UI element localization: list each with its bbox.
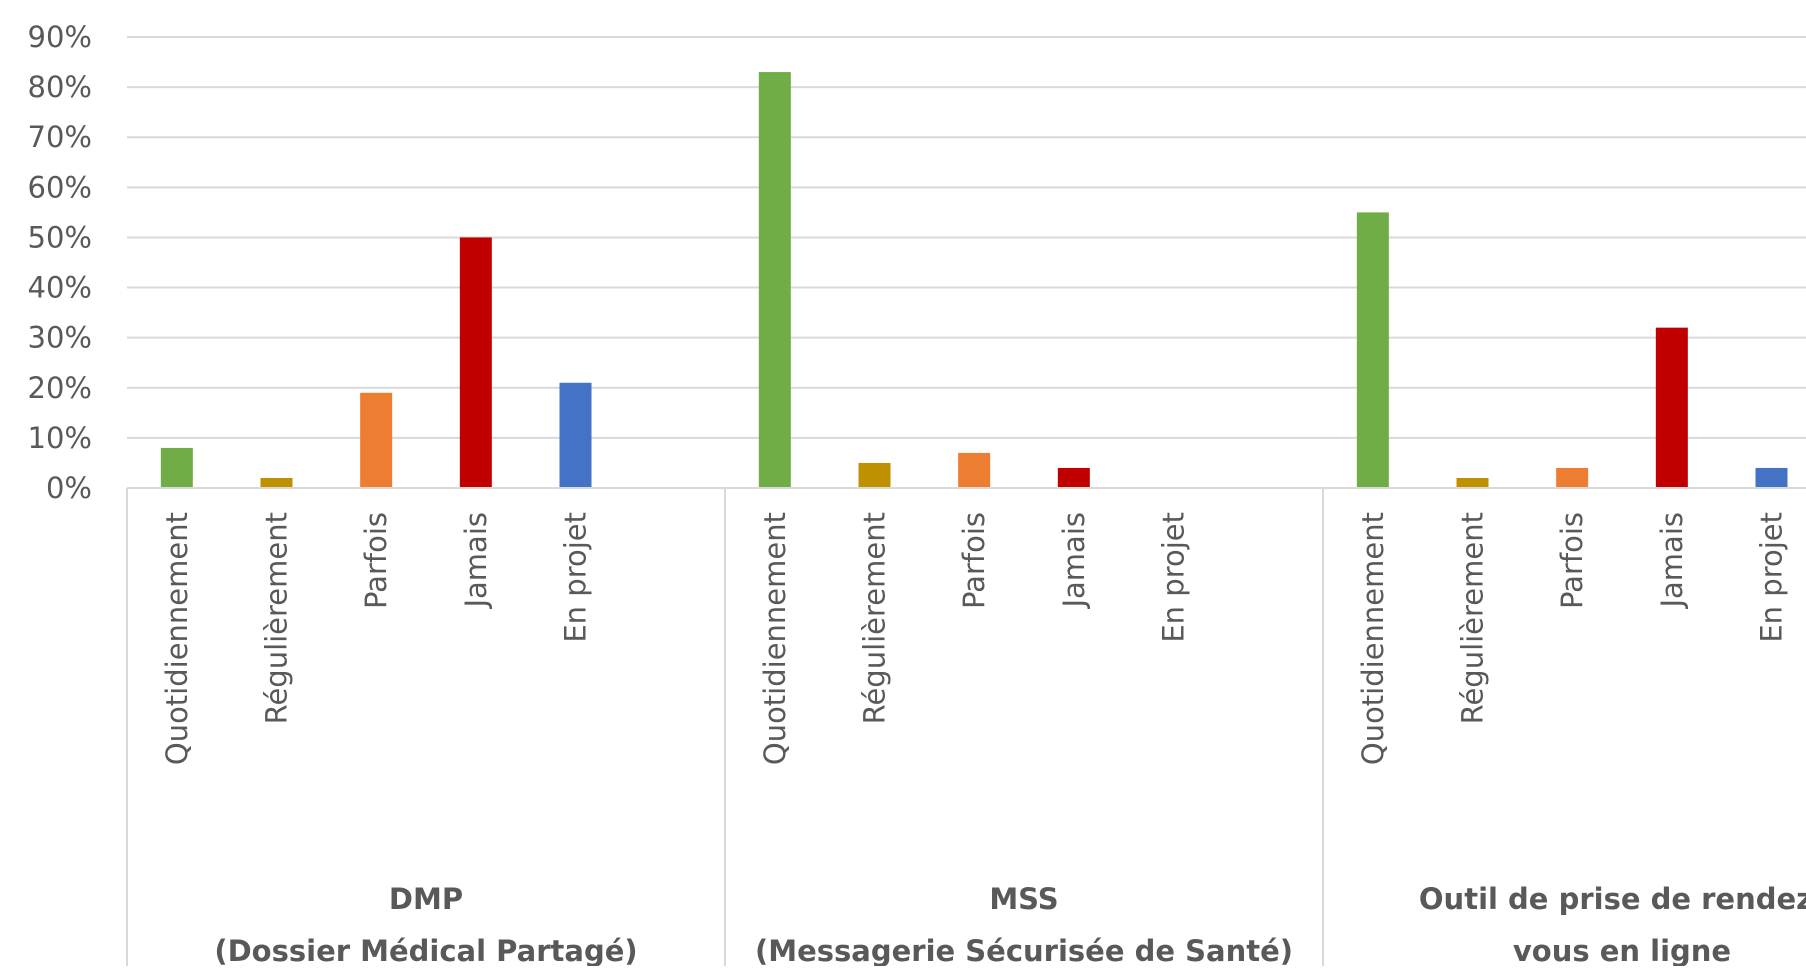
bar bbox=[459, 237, 492, 488]
x-tick-label: Régulièrement bbox=[260, 512, 294, 724]
x-tick-label: Jamais bbox=[1655, 512, 1689, 610]
bar bbox=[1456, 477, 1489, 488]
group-label: (Dossier Médical Partagé) bbox=[214, 934, 637, 966]
bar bbox=[958, 452, 991, 488]
bar bbox=[1755, 467, 1788, 488]
y-tick-label: 70% bbox=[28, 120, 92, 154]
y-tick-label: 0% bbox=[46, 471, 92, 505]
x-tick-label: En projet bbox=[1755, 512, 1789, 643]
x-tick-label: Parfois bbox=[1555, 512, 1589, 609]
x-tick-label: En projet bbox=[1157, 512, 1191, 643]
group-label: MSS bbox=[989, 882, 1058, 916]
y-tick-label: 40% bbox=[28, 271, 92, 305]
group-label: DMP bbox=[389, 882, 463, 916]
y-tick-label: 10% bbox=[28, 421, 92, 455]
x-tick-label: Jamais bbox=[1057, 512, 1091, 610]
y-tick-label: 90% bbox=[28, 20, 92, 54]
x-tick-label: Quotidiennement bbox=[160, 512, 194, 765]
bar bbox=[858, 462, 891, 488]
y-tick-label: 50% bbox=[28, 220, 92, 254]
bar bbox=[1356, 212, 1389, 488]
x-tick-label: Jamais bbox=[459, 512, 493, 610]
x-tick-label: Parfois bbox=[957, 512, 991, 609]
bar bbox=[360, 392, 393, 488]
bar bbox=[160, 447, 193, 488]
bar bbox=[758, 72, 791, 489]
bar bbox=[1556, 467, 1589, 488]
y-tick-label: 20% bbox=[28, 371, 92, 405]
x-tick-label: Parfois bbox=[359, 512, 393, 609]
x-tick-label: Régulièrement bbox=[858, 512, 892, 724]
bar bbox=[260, 477, 293, 488]
bar bbox=[559, 382, 592, 488]
x-tick-label: Régulièrement bbox=[1456, 512, 1490, 724]
y-tick-label: 60% bbox=[28, 170, 92, 204]
x-tick-label: Quotidiennement bbox=[1356, 512, 1390, 765]
group-label: Outil de prise de rendez- bbox=[1419, 882, 1806, 916]
y-tick-label: 80% bbox=[28, 70, 92, 104]
group-label: vous en ligne bbox=[1513, 934, 1731, 966]
group-label: (Messagerie Sécurisée de Santé) bbox=[755, 934, 1293, 966]
x-tick-label: En projet bbox=[559, 512, 593, 643]
bar bbox=[1655, 327, 1688, 488]
y-tick-label: 30% bbox=[28, 321, 92, 355]
x-tick-label: Quotidiennement bbox=[758, 512, 792, 765]
bar bbox=[1057, 467, 1090, 488]
